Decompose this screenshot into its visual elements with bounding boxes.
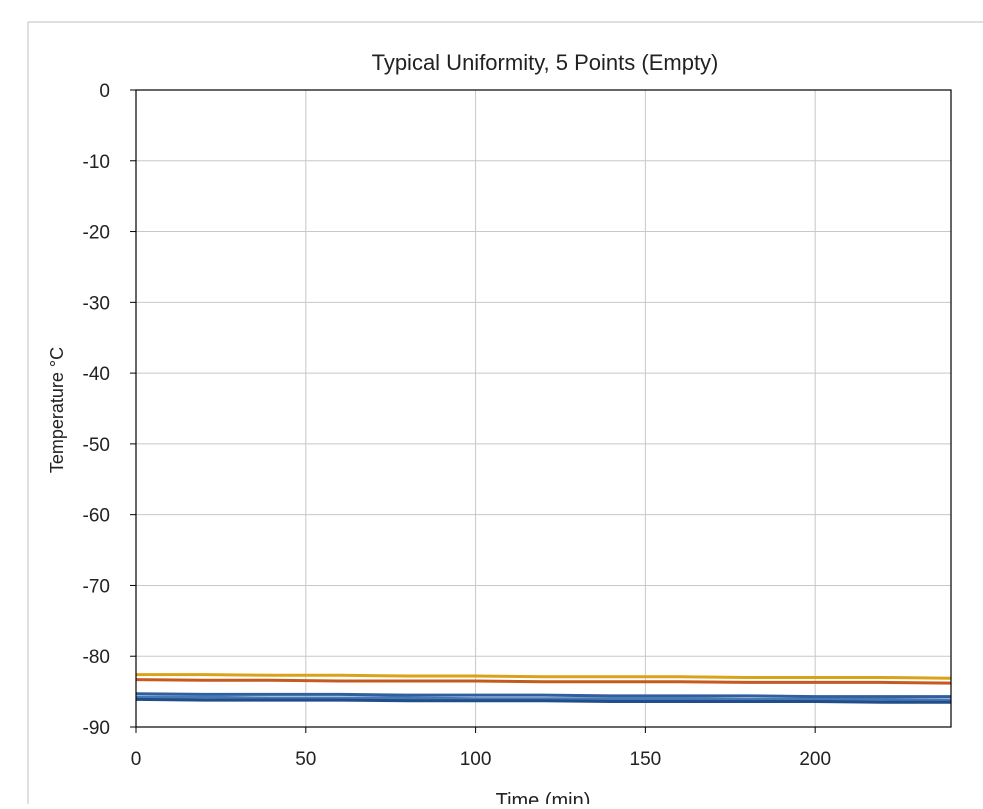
grid [135, 89, 951, 728]
y-tick-label: -60 [83, 506, 110, 527]
x-tick-label: 50 [295, 749, 316, 770]
x-axis-label: Time (min) [496, 790, 591, 804]
x-tick-label: 150 [630, 749, 662, 770]
y-axis-label: Temperature °C [47, 347, 67, 473]
y-tick-label: -40 [83, 364, 110, 385]
plot-area-border [135, 89, 952, 728]
x-tick-label: 100 [460, 749, 492, 770]
tick-labels: 0 -10 -20 -30 -40 -50 -60 -70 -80 -90 0 50 100 150 200 [83, 81, 831, 770]
x-tick-label: 200 [799, 749, 831, 770]
series-line-1 [136, 673, 952, 680]
y-tick-label: -70 [83, 576, 110, 597]
chart-title: Typical Uniformity, 5 Points (Empty) [372, 50, 719, 75]
y-tick-label: -80 [83, 647, 110, 668]
series-line-5 [135, 697, 951, 704]
series-line-3 [135, 692, 951, 699]
y-tick-label: 0 [99, 81, 110, 102]
x-tick-label: 0 [131, 749, 142, 770]
y-tick-label: -20 [83, 223, 110, 244]
y-tick-label: -30 [83, 293, 110, 314]
series-line-2 [135, 678, 952, 685]
y-tick-label: -90 [83, 718, 110, 739]
y-tick-label: -10 [83, 152, 110, 173]
series-lines [135, 673, 952, 704]
y-tick-label: -50 [83, 435, 110, 456]
series-line-4 [136, 695, 952, 702]
